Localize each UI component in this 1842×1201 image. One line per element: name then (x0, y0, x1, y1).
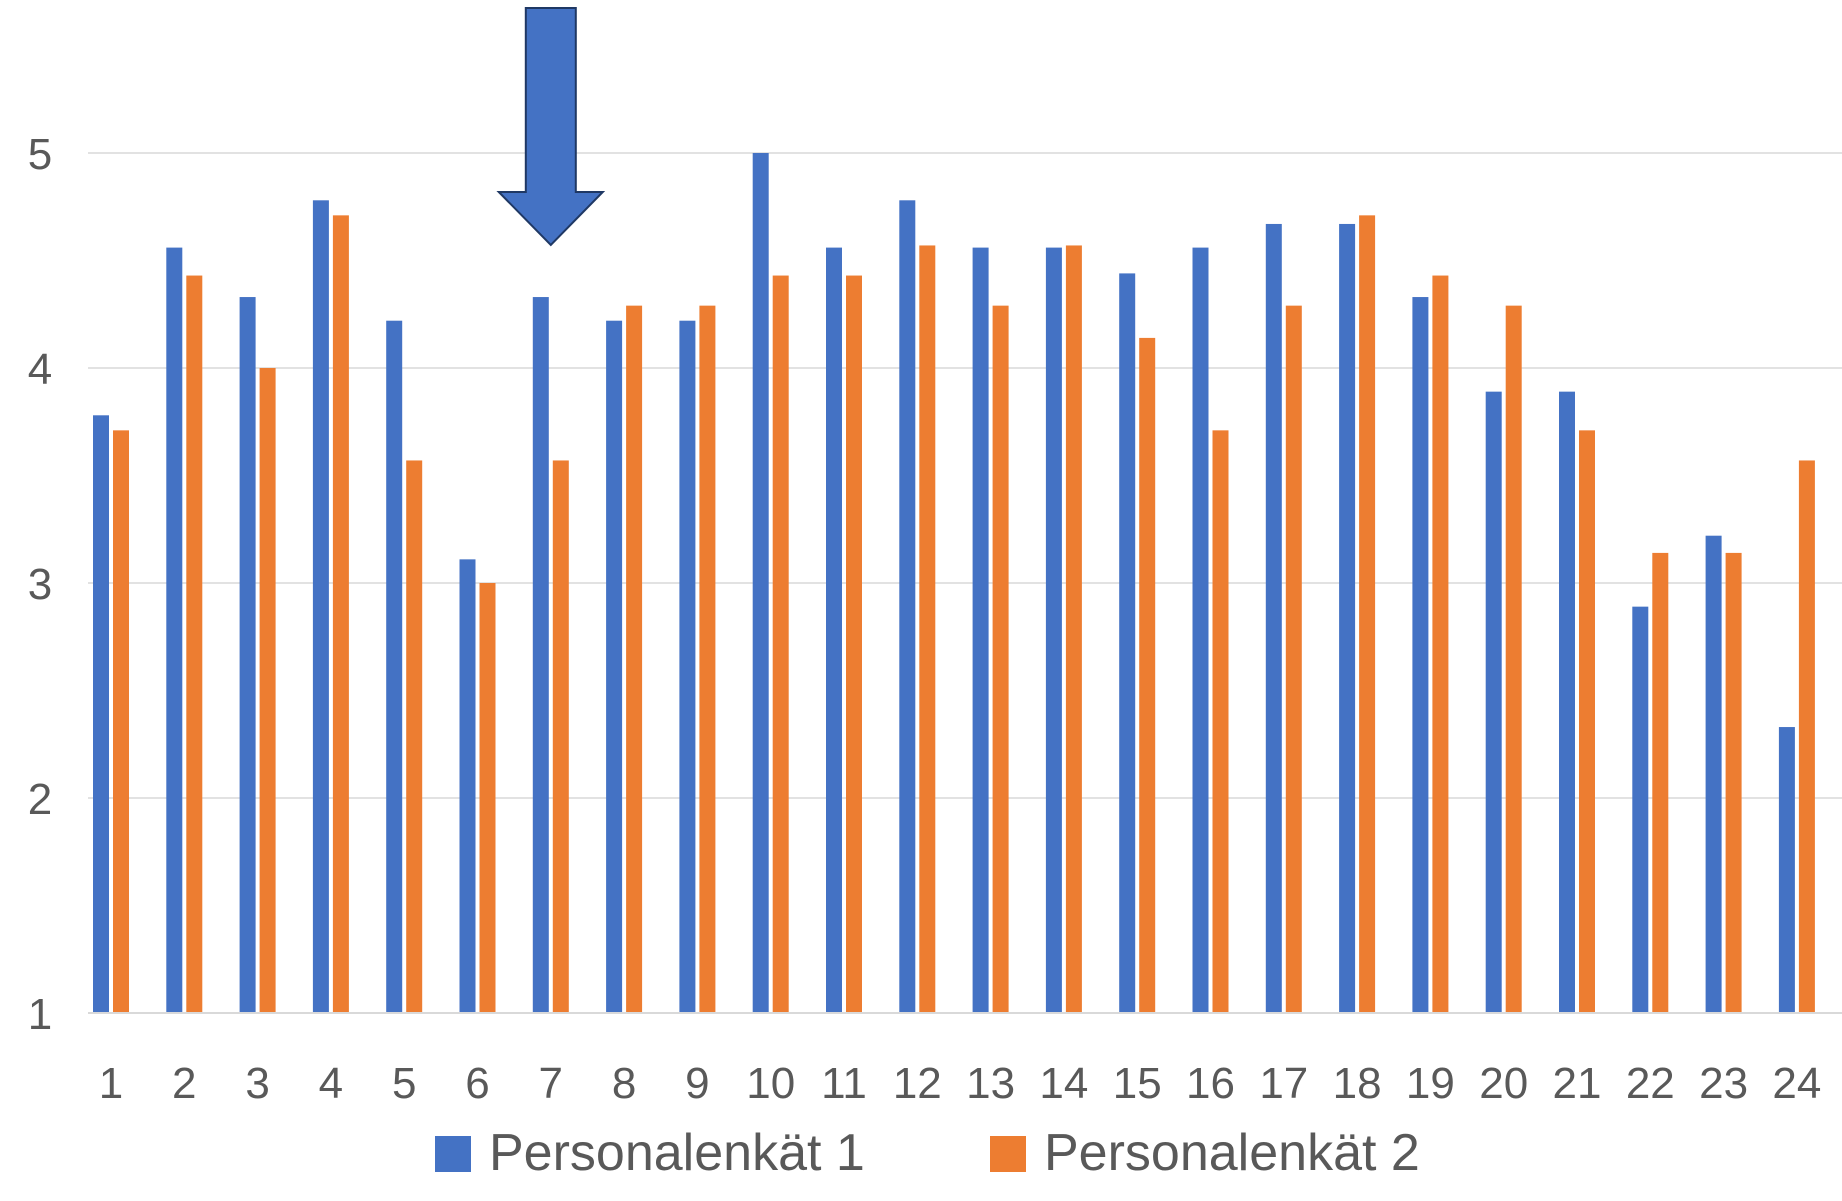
y-axis-ticks: 1 2 3 4 5 (28, 130, 52, 1039)
y-tick-label: 1 (28, 990, 52, 1039)
bar-series-2-cat-24 (1798, 460, 1815, 1013)
bar-series-1-cat-12 (899, 200, 916, 1014)
legend-swatch (435, 1136, 471, 1172)
x-tick-label: 24 (1772, 1059, 1821, 1108)
x-axis-ticks: 1 2 3 4 5 6 7 8 9 10 11 12 13 14 15 16 17 18 19 20 21 22 23 24 (99, 1059, 1822, 1108)
bar-series-1-cat-7 (532, 297, 549, 1013)
x-tick-label: 5 (392, 1059, 416, 1108)
x-tick-label: 21 (1553, 1059, 1602, 1108)
x-tick-label: 17 (1259, 1059, 1308, 1108)
bar-series-2-cat-18 (1359, 215, 1376, 1014)
bar-series-2-cat-12 (919, 245, 936, 1013)
bar-series-2-cat-5 (406, 460, 423, 1013)
y-tick-label: 4 (28, 345, 52, 394)
bar-series-1-cat-15 (1119, 273, 1136, 1013)
bar-series-2-cat-8 (626, 305, 643, 1013)
bar-series-1-cat-11 (826, 247, 842, 1014)
x-tick-label: 18 (1333, 1059, 1382, 1108)
x-tick-label: 23 (1699, 1059, 1748, 1108)
legend-label: Personalenkät 2 (1044, 1124, 1420, 1182)
bar-series-2-cat-9 (699, 305, 716, 1013)
x-tick-label: 4 (319, 1059, 343, 1108)
y-tick-label: 5 (28, 130, 52, 179)
bar-series-1-cat-19 (1412, 297, 1429, 1013)
bar-series-1-cat-23 (1705, 535, 1722, 1013)
x-tick-label: 6 (465, 1059, 489, 1108)
down-arrow-icon (496, 7, 606, 247)
bar-series-2-cat-10 (772, 275, 789, 1013)
annotation (496, 7, 606, 247)
bar-series-2-cat-19 (1432, 275, 1449, 1013)
bar-series-2-cat-15 (1139, 337, 1156, 1013)
x-tick-label: 7 (539, 1059, 563, 1108)
bar-series-1-cat-20 (1485, 391, 1502, 1013)
bar-series-1-cat-16 (1192, 247, 1209, 1014)
x-tick-label: 9 (685, 1059, 709, 1108)
bar-series-1-cat-21 (1559, 391, 1575, 1013)
bar-series-1-cat-9 (679, 320, 696, 1013)
bar-series-2-cat-17 (1285, 305, 1302, 1013)
x-tick-label: 12 (893, 1059, 942, 1108)
bar-series-1-cat-13 (972, 247, 989, 1014)
bar-series-2-cat-22 (1652, 552, 1669, 1013)
bar-series-1-cat-8 (606, 320, 623, 1013)
bar-series-2-cat-20 (1505, 305, 1522, 1013)
legend-item-series-1: Personalenkät 1 (435, 1124, 865, 1182)
bar-series-2-cat-13 (992, 305, 1009, 1013)
bar-series-1-cat-2 (166, 247, 183, 1014)
x-tick-label: 1 (99, 1059, 123, 1108)
y-tick-label: 2 (28, 775, 52, 824)
x-tick-label: 19 (1406, 1059, 1455, 1108)
bar-series-1-cat-22 (1632, 606, 1649, 1013)
x-tick-label: 15 (1113, 1059, 1162, 1108)
x-tick-label: 14 (1039, 1059, 1088, 1108)
x-tick-label: 11 (821, 1059, 867, 1108)
legend-label: Personalenkät 1 (489, 1124, 865, 1182)
x-tick-label: 8 (612, 1059, 636, 1108)
bar-series-2-cat-14 (1065, 245, 1082, 1013)
x-tick-label: 20 (1479, 1059, 1528, 1108)
bar-series-2-cat-23 (1725, 552, 1742, 1013)
x-tick-label: 2 (172, 1059, 196, 1108)
bar-series-2-cat-16 (1212, 430, 1229, 1014)
bar-series-2-cat-7 (552, 460, 569, 1013)
bar-series-1-cat-1 (93, 415, 109, 1013)
bar-series-2-cat-2 (186, 275, 203, 1013)
x-tick-label: 10 (746, 1059, 795, 1108)
bar-series-1-cat-3 (239, 297, 256, 1013)
x-tick-label: 16 (1186, 1059, 1235, 1108)
y-tick-label: 3 (28, 560, 52, 609)
x-tick-label: 22 (1626, 1059, 1675, 1108)
bar-series-1-cat-4 (312, 200, 329, 1014)
bar-series-2-cat-1 (113, 430, 129, 1014)
bar-series-1-cat-5 (386, 320, 403, 1013)
bar-series-1-cat-24 (1778, 727, 1795, 1013)
bar-series-1-cat-6 (459, 559, 476, 1013)
legend-item-series-2: Personalenkät 2 (990, 1124, 1420, 1182)
bar-series-2-cat-11 (846, 275, 862, 1013)
gridlines (88, 152, 1842, 799)
legend-swatch (990, 1136, 1026, 1172)
bar-series-2-cat-6 (479, 583, 496, 1013)
bar-series-2-cat-4 (332, 215, 349, 1014)
bar-series-1-cat-10 (752, 153, 769, 1013)
bar-series-1-cat-18 (1339, 223, 1356, 1013)
bar-series-2-cat-3 (259, 368, 276, 1013)
legend: Personalenkät 1 Personalenkät 2 (435, 1124, 1420, 1182)
x-tick-label: 13 (966, 1059, 1015, 1108)
x-tick-label: 3 (245, 1059, 269, 1108)
bars (93, 153, 1815, 1014)
bar-series-2-cat-21 (1579, 430, 1595, 1014)
bar-series-1-cat-14 (1045, 247, 1062, 1014)
bar-series-1-cat-17 (1265, 223, 1282, 1013)
